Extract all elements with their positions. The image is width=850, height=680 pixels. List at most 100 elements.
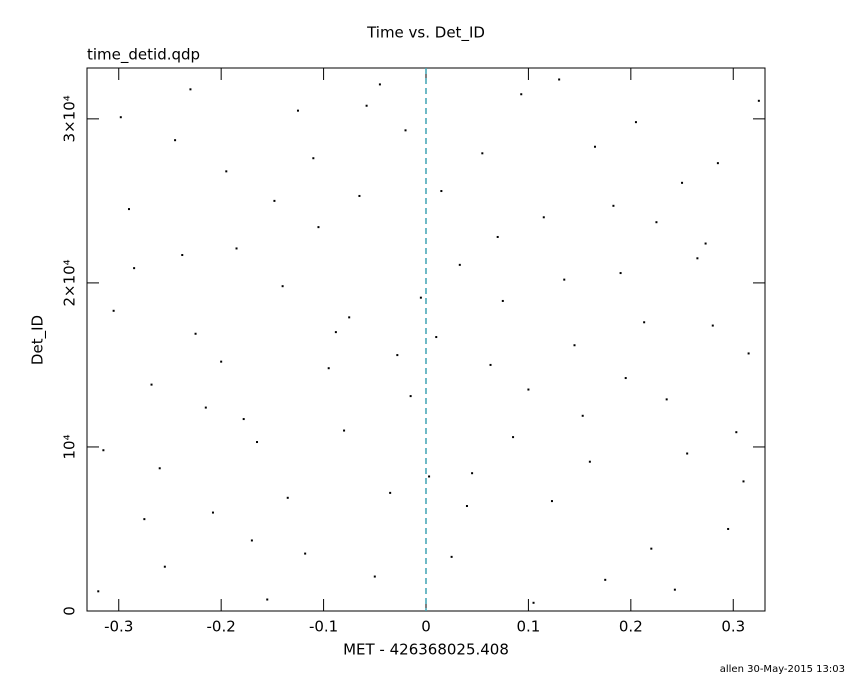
point bbox=[471, 472, 474, 475]
point bbox=[189, 88, 192, 91]
point bbox=[581, 414, 584, 417]
point bbox=[220, 360, 223, 363]
x-tick-label: -0.1 bbox=[309, 618, 338, 636]
point bbox=[286, 496, 289, 499]
point bbox=[304, 552, 307, 555]
point bbox=[396, 354, 399, 357]
point bbox=[563, 278, 566, 281]
point bbox=[588, 460, 591, 463]
x-tick-label: 0 bbox=[421, 618, 431, 636]
point bbox=[550, 500, 553, 503]
point bbox=[619, 272, 622, 275]
point bbox=[650, 547, 653, 550]
point bbox=[296, 109, 299, 112]
x-tick-label: -0.3 bbox=[104, 618, 133, 636]
point bbox=[174, 139, 177, 142]
point bbox=[558, 78, 561, 81]
point bbox=[634, 121, 637, 124]
point bbox=[378, 83, 381, 86]
point bbox=[327, 367, 330, 370]
point bbox=[624, 377, 627, 380]
point bbox=[727, 527, 730, 530]
point bbox=[250, 539, 253, 542]
x-axis-label: MET - 426368025.408 bbox=[343, 641, 509, 659]
point bbox=[211, 511, 214, 514]
point bbox=[696, 257, 699, 260]
point bbox=[281, 285, 284, 288]
footer: allen 30-May-2015 13:03 bbox=[720, 664, 845, 675]
point bbox=[747, 352, 750, 355]
point bbox=[711, 324, 714, 327]
point bbox=[593, 145, 596, 148]
point bbox=[643, 321, 646, 324]
point bbox=[404, 129, 407, 132]
point bbox=[102, 449, 105, 452]
point bbox=[143, 518, 146, 521]
point bbox=[435, 336, 438, 339]
point bbox=[266, 598, 269, 601]
point bbox=[704, 242, 707, 245]
point bbox=[312, 157, 315, 160]
point bbox=[735, 431, 738, 434]
point bbox=[256, 441, 259, 444]
point bbox=[419, 296, 422, 299]
point bbox=[97, 590, 100, 593]
point bbox=[742, 480, 745, 483]
point bbox=[716, 162, 719, 165]
point bbox=[365, 104, 368, 107]
point bbox=[501, 299, 504, 302]
point bbox=[235, 247, 238, 250]
y-tick-label: 2×10⁴ bbox=[61, 259, 79, 306]
point bbox=[194, 332, 197, 335]
point bbox=[273, 199, 276, 202]
point bbox=[389, 491, 392, 494]
y-tick-label: 10⁴ bbox=[61, 434, 79, 459]
point bbox=[348, 316, 351, 319]
point bbox=[496, 235, 499, 238]
point bbox=[242, 418, 245, 421]
point bbox=[440, 190, 443, 193]
x-tick-label: 0.1 bbox=[516, 618, 540, 636]
point bbox=[112, 309, 115, 312]
point bbox=[358, 194, 361, 197]
point bbox=[150, 383, 153, 386]
chart-title: Time vs. Det_ID bbox=[366, 24, 485, 43]
point bbox=[655, 221, 658, 224]
point bbox=[665, 398, 668, 401]
point bbox=[520, 93, 523, 96]
point bbox=[686, 452, 689, 455]
point bbox=[527, 388, 530, 391]
point bbox=[681, 181, 684, 184]
point bbox=[673, 588, 676, 591]
point bbox=[373, 575, 376, 578]
point bbox=[450, 555, 453, 558]
x-tick-label: 0.2 bbox=[619, 618, 643, 636]
point bbox=[532, 601, 535, 604]
point bbox=[458, 263, 461, 266]
point bbox=[317, 226, 320, 229]
chart-subtitle: time_detid.qdp bbox=[87, 46, 200, 65]
point bbox=[604, 578, 607, 581]
point bbox=[343, 429, 346, 432]
y-tick-label: 3×10⁴ bbox=[61, 95, 79, 142]
point bbox=[158, 467, 161, 470]
x-tick-label: 0.3 bbox=[721, 618, 745, 636]
point bbox=[334, 331, 337, 334]
point bbox=[181, 254, 184, 257]
point bbox=[573, 344, 576, 347]
point bbox=[489, 363, 492, 366]
point bbox=[428, 475, 431, 478]
point bbox=[512, 436, 515, 439]
point bbox=[225, 170, 228, 173]
point bbox=[204, 406, 207, 409]
point bbox=[757, 99, 760, 102]
point bbox=[612, 204, 615, 207]
y-tick-label: 0 bbox=[61, 606, 79, 616]
point bbox=[542, 216, 545, 219]
point bbox=[163, 565, 166, 568]
point bbox=[133, 267, 136, 270]
y-axis-label: Det_ID bbox=[29, 315, 48, 365]
x-tick-label: -0.2 bbox=[207, 618, 236, 636]
point bbox=[119, 116, 122, 119]
